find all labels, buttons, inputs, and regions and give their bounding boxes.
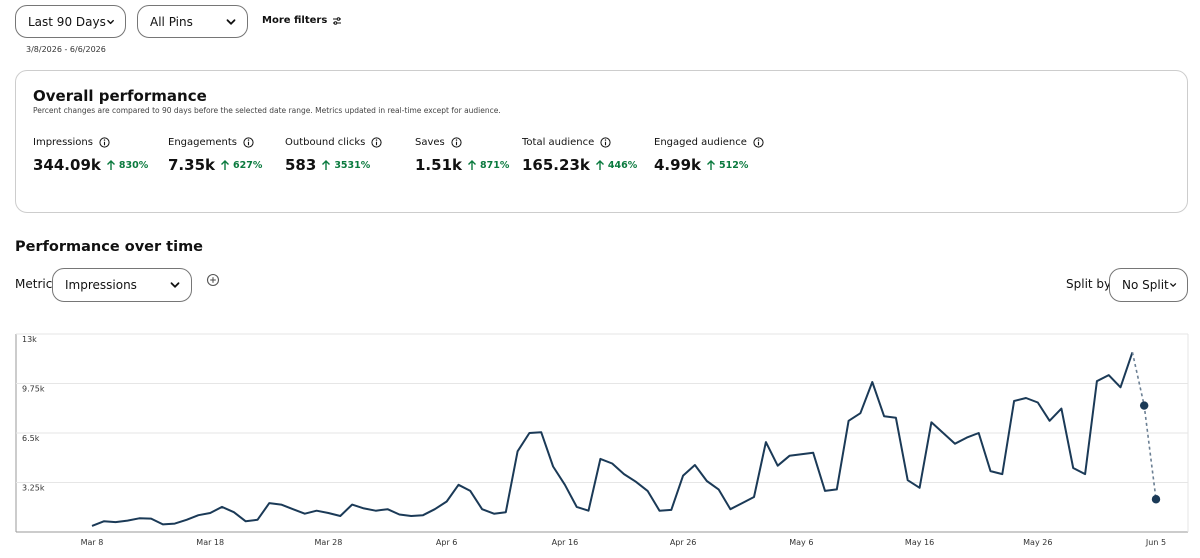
overall-performance-card: Overall performance Percent changes are … xyxy=(15,70,1188,213)
x-tick-label: Apr 16 xyxy=(552,538,579,547)
metric-outbound-clicks: Outbound clicks 583 3531% xyxy=(285,137,382,174)
metric-dropdown[interactable]: Impressions xyxy=(52,268,192,302)
more-filters-label: More filters xyxy=(262,15,328,26)
x-tick-label: Mar 28 xyxy=(315,538,343,547)
metric-select-label: Metric xyxy=(15,277,53,291)
metric-change: 3531% xyxy=(334,159,371,171)
chevron-down-icon xyxy=(170,282,180,288)
info-icon[interactable] xyxy=(753,137,764,148)
impressions-line-chart: 3.25k 6.5k 9.75k 13k Mar 8 Mar 18 Mar 28 Apr 6 A… xyxy=(15,333,1189,547)
metric-value: 1.51k xyxy=(415,156,462,174)
projected-data-point xyxy=(1139,401,1149,410)
x-tick-label: May 26 xyxy=(1023,538,1052,547)
projected-series-line xyxy=(1131,352,1157,500)
metric-change: 446% xyxy=(607,159,638,171)
metric-value: 4.99k xyxy=(654,156,701,174)
info-icon[interactable] xyxy=(371,137,382,148)
arrow-up-icon xyxy=(106,159,115,170)
metric-label: Engaged audience xyxy=(654,137,747,148)
x-tick-label: Apr 26 xyxy=(670,538,697,547)
x-tick-label: May 6 xyxy=(789,538,813,547)
metric-engagements: Engagements 7.35k 627% xyxy=(168,137,262,174)
pins-dropdown-label: All Pins xyxy=(150,14,193,29)
sliders-icon xyxy=(333,16,342,25)
arrow-up-icon xyxy=(595,159,604,170)
x-tick-label: Mar 18 xyxy=(196,538,224,547)
performance-over-time-title: Performance over time xyxy=(15,239,204,255)
metric-change: 627% xyxy=(233,159,263,171)
metric-label: Outbound clicks xyxy=(285,137,366,148)
metric-engaged-audience: Engaged audience 4.99k 512% xyxy=(654,137,764,174)
overall-performance-subtitle: Percent changes are compared to 90 days … xyxy=(33,106,501,115)
info-icon[interactable] xyxy=(600,137,611,148)
overall-performance-title: Overall performance xyxy=(33,87,207,105)
split-by-dropdown-label: No Split xyxy=(1122,278,1169,292)
projected-data-point xyxy=(1151,495,1161,504)
x-tick-label: Apr 6 xyxy=(436,538,457,547)
x-tick-label: Jun 5 xyxy=(1145,538,1166,547)
date-range-dropdown[interactable]: Last 90 Days xyxy=(15,5,126,38)
metric-value: 583 xyxy=(285,156,317,174)
y-tick-label: 9.75k xyxy=(22,385,45,394)
y-tick-label: 3.25k xyxy=(22,484,45,493)
date-range-text: 3/8/2026 - 6/6/2026 xyxy=(26,45,106,54)
arrow-up-icon xyxy=(322,159,331,170)
metric-label: Engagements xyxy=(168,137,237,148)
arrow-up-icon xyxy=(707,159,715,170)
metric-label: Saves xyxy=(415,137,445,148)
split-by-label: Split by xyxy=(1066,277,1112,291)
date-range-dropdown-label: Last 90 Days xyxy=(28,14,106,29)
metric-dropdown-label: Impressions xyxy=(65,278,137,292)
x-tick-label: May 16 xyxy=(905,538,934,547)
metric-total-audience: Total audience 165.23k 446% xyxy=(522,137,637,174)
y-tick-label: 13k xyxy=(22,335,37,344)
metric-value: 344.09k xyxy=(33,156,101,174)
metric-label: Total audience xyxy=(522,137,595,148)
info-icon[interactable] xyxy=(243,137,254,148)
metric-change: 512% xyxy=(719,159,749,171)
more-filters-button[interactable]: More filters xyxy=(262,15,342,26)
pins-dropdown[interactable]: All Pins xyxy=(137,5,248,38)
metric-label: Impressions xyxy=(33,137,93,148)
arrow-up-icon xyxy=(221,159,229,170)
y-tick-label: 6.5k xyxy=(22,434,40,443)
metric-value: 7.35k xyxy=(168,156,215,174)
info-icon[interactable] xyxy=(99,137,110,148)
metric-impressions: Impressions 344.09k 830% xyxy=(33,137,148,174)
chevron-down-icon xyxy=(226,18,236,25)
split-by-dropdown[interactable]: No Split xyxy=(1109,268,1188,302)
metric-change: 830% xyxy=(118,159,149,171)
x-tick-label: Mar 8 xyxy=(81,538,104,547)
metric-saves: Saves 1.51k 871% xyxy=(415,137,509,174)
chevron-down-icon xyxy=(107,19,114,24)
impressions-series-line xyxy=(91,351,1134,527)
add-metric-icon[interactable] xyxy=(206,273,220,287)
info-icon[interactable] xyxy=(451,137,462,148)
chevron-down-icon xyxy=(1169,283,1176,287)
arrow-up-icon xyxy=(468,159,476,170)
metric-change: 871% xyxy=(480,159,510,171)
metric-value: 165.23k xyxy=(522,156,590,174)
